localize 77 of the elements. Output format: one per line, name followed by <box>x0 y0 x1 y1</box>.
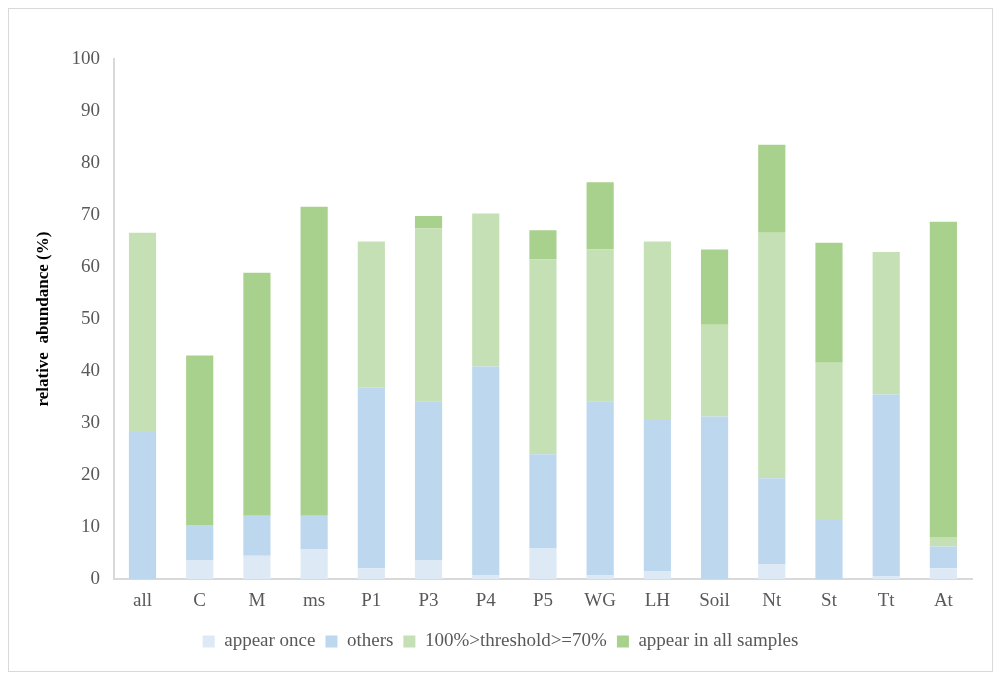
bar <box>929 546 957 569</box>
bar <box>586 249 614 402</box>
bar <box>300 549 328 580</box>
x-tick-label: P4 <box>475 588 497 610</box>
bar <box>243 555 271 580</box>
bar <box>186 559 214 580</box>
x-tick-label: P3 <box>418 588 439 610</box>
bar <box>186 355 214 526</box>
bar <box>643 571 671 580</box>
x-tick-label: M <box>248 588 266 610</box>
y-tick-label: 0 <box>90 567 100 589</box>
y-tick-label: 40 <box>80 359 100 381</box>
x-tick-label: C <box>193 588 207 610</box>
bar <box>815 519 843 580</box>
legend-label: 100%>threshold>=70% <box>424 629 608 651</box>
x-tick-label: Nt <box>762 588 782 610</box>
bar <box>414 401 443 560</box>
y-tick-label: 70 <box>80 203 100 225</box>
bar <box>929 221 957 538</box>
bar <box>300 515 328 550</box>
bar <box>186 525 214 560</box>
x-tick-label: Soil <box>699 588 730 610</box>
bar <box>357 568 385 580</box>
bar <box>529 547 557 580</box>
x-tick-label: LH <box>644 588 671 610</box>
bar <box>872 394 900 577</box>
bar <box>128 430 157 580</box>
bar <box>472 366 500 576</box>
bar <box>529 454 557 548</box>
y-tick-label: 60 <box>80 255 100 277</box>
bar <box>758 564 786 580</box>
legend-label: others <box>346 629 394 651</box>
bar <box>586 401 614 576</box>
bar <box>929 568 957 580</box>
x-tick-label: all <box>133 588 152 610</box>
bar <box>414 228 443 402</box>
y-tick-label: 20 <box>80 463 100 485</box>
bar <box>357 241 385 388</box>
bar <box>700 249 729 325</box>
y-tick-label: 100 <box>71 46 100 68</box>
bar <box>529 259 557 455</box>
bar <box>758 478 786 565</box>
bar <box>815 242 843 363</box>
bar <box>758 232 786 479</box>
x-tick-label: Tt <box>877 588 896 610</box>
bar <box>872 251 900 395</box>
y-tick-label: 50 <box>80 307 100 329</box>
bar <box>643 420 671 572</box>
bar <box>300 206 328 516</box>
bar <box>529 230 557 260</box>
x-tick-label: P1 <box>361 588 382 610</box>
y-tick-label: 80 <box>80 151 100 173</box>
x-tick-label: WG <box>584 588 617 610</box>
legend-label: appear once <box>224 629 316 651</box>
bar <box>414 559 443 580</box>
bar <box>815 362 843 520</box>
bar <box>758 144 786 233</box>
x-tick-label: St <box>821 588 838 610</box>
bar <box>243 515 271 556</box>
y-tick-label: 10 <box>80 515 100 537</box>
bar <box>700 416 729 580</box>
x-tick-label: At <box>933 588 954 610</box>
bar <box>700 324 729 417</box>
bar <box>643 241 671 421</box>
y-axis-title: relative abundance (%) <box>32 231 52 407</box>
bar <box>243 272 271 516</box>
bar <box>472 213 500 367</box>
y-tick-label: 90 <box>80 99 100 120</box>
bar <box>357 387 385 569</box>
bar <box>929 537 957 547</box>
bar <box>414 216 443 229</box>
bar <box>586 182 614 250</box>
bar <box>128 232 157 431</box>
y-tick-label: 30 <box>80 411 100 433</box>
x-tick-label: P5 <box>532 588 553 610</box>
legend-label: appear in all samples <box>638 629 799 651</box>
x-tick-label: ms <box>303 588 326 610</box>
